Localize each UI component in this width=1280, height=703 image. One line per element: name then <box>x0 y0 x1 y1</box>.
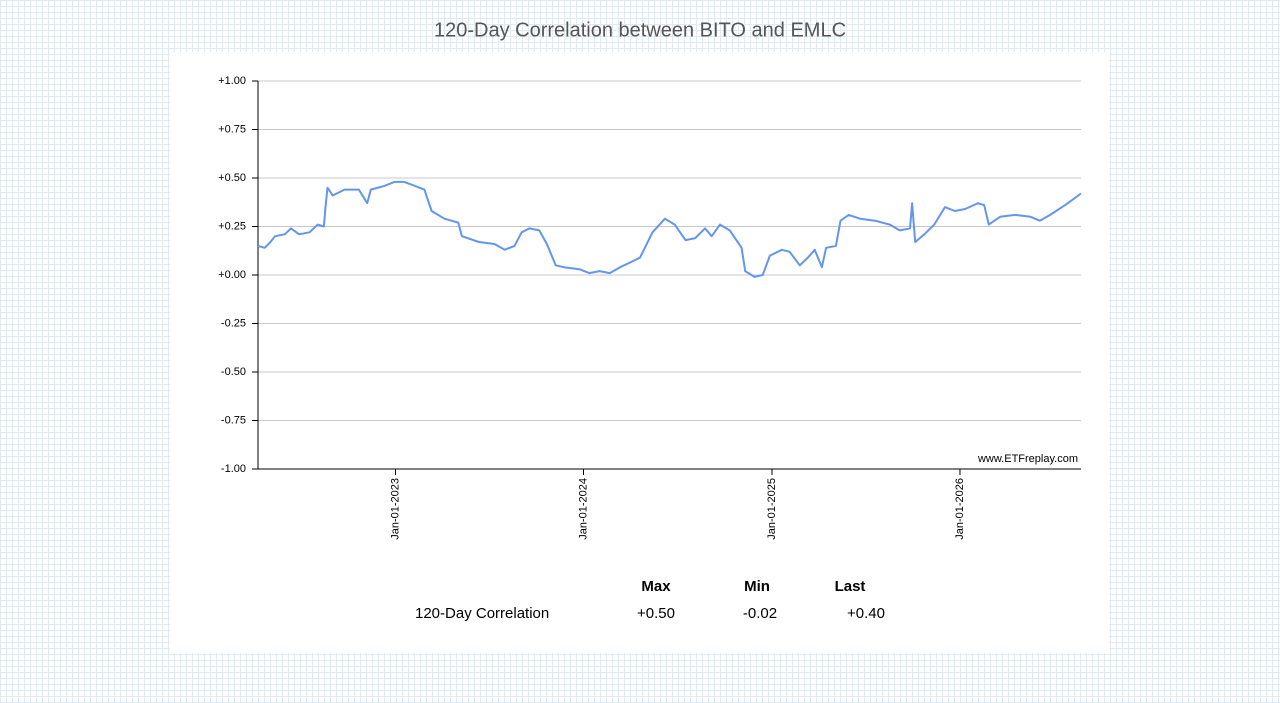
stats-header: Min <box>744 578 770 595</box>
y-tick-label: -0.50 <box>221 366 246 378</box>
panel <box>170 52 1109 653</box>
y-tick-label: -0.75 <box>221 414 246 426</box>
stats-row-label: 120-Day Correlation <box>415 605 549 622</box>
watermark: www.ETFreplay.com <box>977 453 1078 465</box>
stats-header: Max <box>641 578 671 595</box>
stats-header: Last <box>835 578 866 595</box>
stats-value: +0.50 <box>637 605 675 622</box>
x-tick-label: Jan-01-2024 <box>577 478 589 540</box>
y-tick-label: +0.00 <box>218 269 246 281</box>
y-tick-label: +0.75 <box>218 123 246 135</box>
line-series <box>257 180 1082 278</box>
y-tick-label: +0.50 <box>218 172 246 184</box>
x-tick-label: Jan-01-2026 <box>954 478 966 540</box>
y-tick-label: -0.25 <box>221 317 246 329</box>
y-tick-label: +1.00 <box>218 75 246 87</box>
chart-title: 120-Day Correlation between BITO and EML… <box>434 19 846 41</box>
x-tick-label: Jan-01-2023 <box>389 478 401 540</box>
y-tick-label: -1.00 <box>221 463 246 475</box>
x-tick-label: Jan-01-2025 <box>766 478 778 540</box>
stats-value: -0.02 <box>743 605 777 622</box>
stats-value: +0.40 <box>847 605 885 622</box>
y-tick-label: +0.25 <box>218 220 246 232</box>
